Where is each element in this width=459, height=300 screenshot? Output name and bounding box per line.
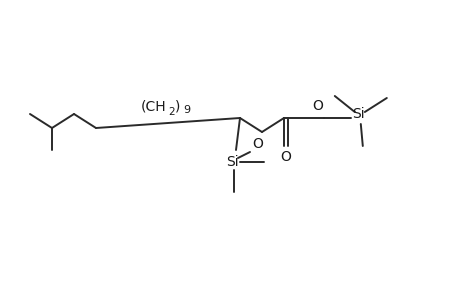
Text: 9: 9 xyxy=(183,105,190,115)
Text: O: O xyxy=(312,99,322,113)
Text: 2: 2 xyxy=(168,107,174,117)
Text: O: O xyxy=(280,150,291,164)
Text: Si: Si xyxy=(225,155,238,169)
Text: Si: Si xyxy=(352,107,364,121)
Text: ): ) xyxy=(174,99,180,113)
Text: O: O xyxy=(252,137,263,151)
Text: (CH: (CH xyxy=(140,99,166,113)
